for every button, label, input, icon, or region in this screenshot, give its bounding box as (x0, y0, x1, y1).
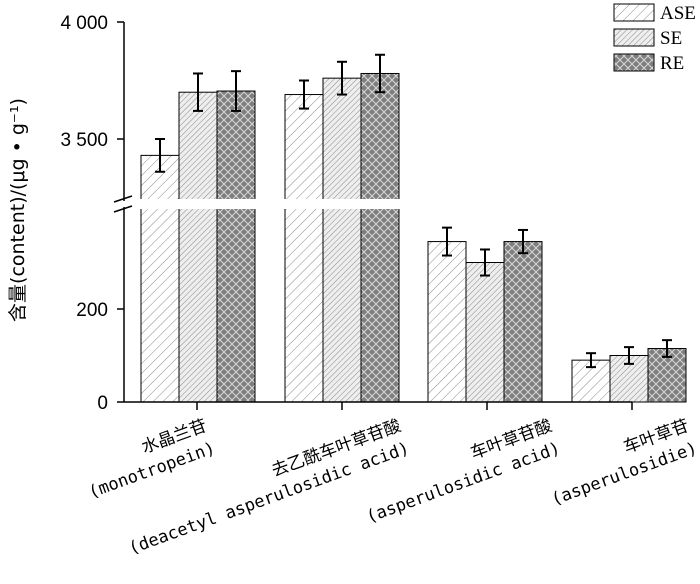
legend: ASE SE RE (613, 3, 696, 74)
bar-ase-3 (427, 241, 467, 403)
error-bar-ase-4 (586, 352, 596, 369)
category-label-4: 车叶草苷 (asperulosidie) (549, 416, 700, 510)
legend-swatch-se (613, 28, 655, 47)
bar-re-3 (503, 241, 543, 403)
category-label-1: 水晶兰苷 (monotropein) (86, 416, 218, 503)
bar-re-1 (216, 90, 256, 403)
legend-label-se: SE (660, 28, 682, 49)
legend-label-ase: ASE (660, 3, 696, 24)
error-bar-re-3 (518, 228, 528, 255)
error-bar-se-4 (624, 346, 634, 365)
error-bar-ase-3 (442, 226, 452, 257)
error-bar-se-1 (193, 72, 203, 112)
bar-se-3 (465, 262, 505, 403)
axis-break-gap (112, 199, 632, 209)
y-axis-title: 含量(content)/(μg • g⁻¹) (7, 98, 29, 322)
axis-break-mark-lower (113, 205, 133, 213)
legend-swatch-re (613, 53, 655, 72)
error-bar-re-1 (231, 70, 241, 112)
error-bar-se-2 (337, 60, 347, 96)
bar-se-1 (178, 91, 218, 403)
bar-se-2 (322, 77, 362, 403)
legend-label-re: RE (660, 53, 684, 74)
y-tick-label-200: 200 (76, 300, 108, 321)
axis-break-mark-upper (113, 195, 133, 203)
bar-ase-1 (140, 154, 180, 403)
y-tick-label-4000: 4 000 (60, 13, 108, 34)
bar-re-2 (360, 72, 400, 403)
bar-ase-2 (284, 94, 324, 403)
bars-layer (140, 53, 687, 403)
y-tick-label-3500: 3 500 (60, 130, 108, 151)
y-tick-label-0: 0 (97, 393, 108, 414)
error-bar-se-3 (480, 248, 490, 277)
error-bar-ase-1 (155, 138, 165, 173)
legend-swatch-ase (613, 3, 655, 22)
error-bar-ase-2 (299, 79, 309, 110)
error-bar-re-4 (662, 339, 672, 358)
error-bar-re-2 (375, 53, 385, 94)
